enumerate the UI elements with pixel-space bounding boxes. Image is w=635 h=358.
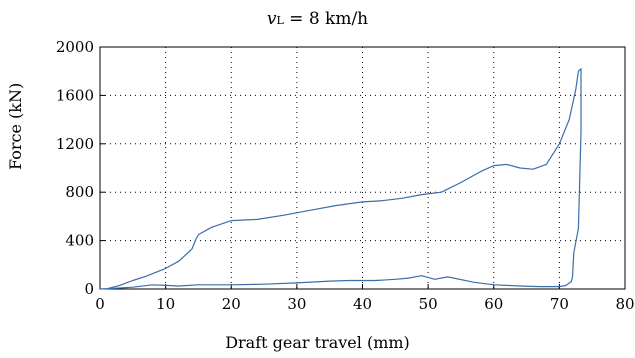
x-tick-label: 40 [353,295,372,313]
title-symbol: v [266,9,277,29]
x-tick-label: 30 [287,295,306,313]
x-tick-label: 70 [550,295,569,313]
x-tick-label: 50 [419,295,438,313]
y-tick-label: 800 [65,183,94,201]
x-tick-label: 60 [484,295,503,313]
y-tick-label: 400 [65,232,94,250]
y-tick-label: 0 [84,280,94,298]
chart-title: vL = 8 km/h [0,9,635,29]
y-tick-label: 1600 [56,86,94,104]
title-subscript: L [276,14,284,27]
x-tick-label: 10 [156,295,175,313]
y-axis-label: Force (kN) [6,82,25,170]
x-tick-label: 80 [615,295,634,313]
y-tick-label: 2000 [56,38,94,56]
y-tick-label: 1200 [56,135,94,153]
x-tick-label: 20 [222,295,241,313]
x-tick-label: 0 [95,295,105,313]
series-line [99,68,582,290]
title-rest: = 8 km/h [283,9,369,29]
x-axis-label: Draft gear travel (mm) [225,333,410,352]
